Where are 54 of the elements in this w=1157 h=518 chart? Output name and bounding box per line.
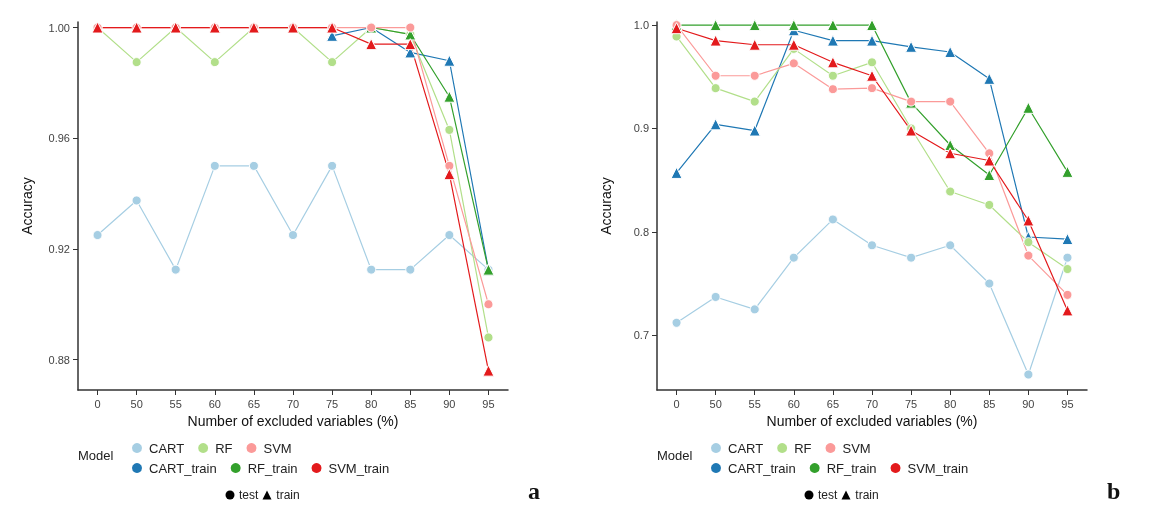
y-tick-label: 0.92	[48, 242, 70, 255]
y-tick-label: 0.8	[633, 225, 649, 238]
x-tick-label: 65	[826, 397, 840, 410]
x-axis-title: Number of excluded variables (%)	[187, 413, 399, 429]
legend-label: RF_train	[826, 460, 877, 476]
legend-label: RF	[794, 440, 812, 456]
text: train	[276, 488, 300, 502]
legend-label: CART_train	[149, 460, 217, 476]
legend-label: RF	[215, 440, 233, 456]
legend-label: SVM_train	[328, 460, 390, 476]
y-tick-label: 1.0	[633, 19, 649, 32]
y-tick-label: 0.88	[48, 353, 70, 366]
x-tick-label: 55	[169, 397, 182, 410]
y-tick-label: 0.7	[633, 329, 649, 342]
x-tick-label: 50	[709, 397, 722, 410]
x-tick-label: 50	[130, 397, 143, 410]
text: train	[855, 488, 879, 502]
x-tick-label: 90	[1022, 397, 1035, 410]
legend-title: Model	[78, 448, 114, 463]
x-axis-title: Number of excluded variables (%)	[766, 413, 978, 429]
x-tick-label: 70	[865, 397, 879, 410]
y-axis-title: Accuracy	[598, 177, 614, 235]
y-tick-label: 0.9	[633, 122, 649, 135]
text: b	[1107, 478, 1121, 505]
y-axis-title: Accuracy	[19, 177, 35, 235]
x-tick-label: 95	[1061, 397, 1074, 410]
x-tick-label: 55	[748, 397, 761, 410]
x-tick-label: 60	[208, 397, 221, 410]
x-tick-label: 0	[673, 397, 680, 410]
x-tick-label: 75	[325, 397, 339, 410]
legend-label: CART	[728, 440, 764, 456]
y-tick-label: 1.00	[48, 21, 70, 34]
x-tick-label: 70	[286, 397, 300, 410]
legend-label: SVM_train	[907, 460, 969, 476]
legend-label: CART_train	[728, 460, 796, 476]
x-tick-label: 60	[787, 397, 800, 410]
legend-label: SVM	[842, 440, 871, 456]
x-tick-label: 80	[365, 397, 378, 410]
text: test	[239, 488, 259, 502]
x-tick-label: 90	[443, 397, 456, 410]
x-tick-label: 75	[904, 397, 918, 410]
x-tick-label: 85	[404, 397, 417, 410]
legend-label: RF_train	[247, 460, 298, 476]
x-tick-label: 85	[983, 397, 996, 410]
x-tick-label: 0	[94, 397, 101, 410]
x-tick-label: 65	[247, 397, 261, 410]
x-tick-label: 95	[482, 397, 495, 410]
y-tick-label: 0.96	[48, 132, 70, 145]
text: test	[818, 488, 838, 502]
legend-label: CART	[149, 440, 185, 456]
legend-title: Model	[657, 448, 693, 463]
x-tick-label: 80	[944, 397, 957, 410]
text: a	[528, 478, 540, 505]
legend-label: SVM	[263, 440, 292, 456]
